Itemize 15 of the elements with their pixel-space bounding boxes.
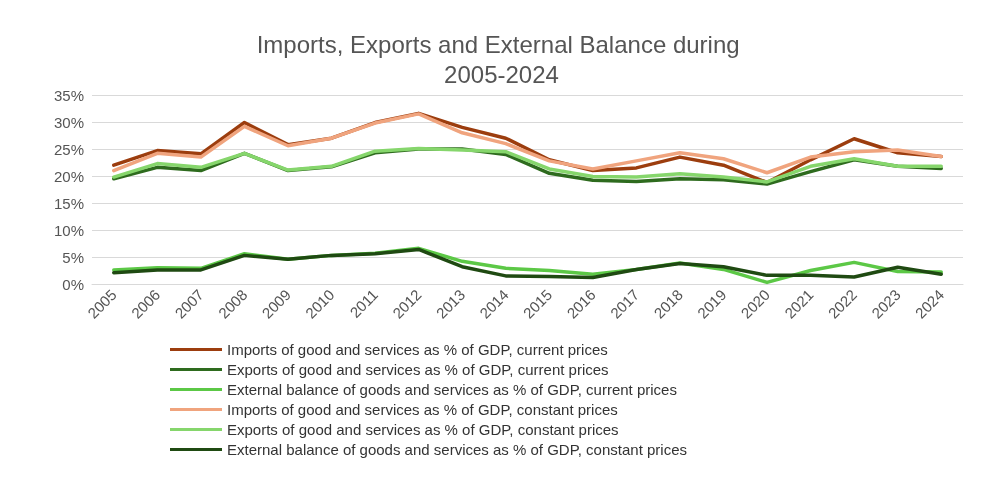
legend-label: External balance of goods and services as % of GDP, constant prices (227, 441, 687, 458)
y-tick-label: 15% (53, 194, 84, 212)
chart-title: Imports, Exports and External Balance during 2005-2024 (256, 30, 747, 88)
y-tick-label: 0% (62, 275, 84, 293)
y-tick-label: 25% (53, 140, 84, 158)
y-tick-label: 20% (53, 167, 84, 185)
y-tick-label: 35% (53, 86, 84, 104)
legend-label: Imports of good and services as % of GDP, constant prices (227, 401, 618, 418)
legend-label: External balance of goods and services as % of GDP, current prices (227, 381, 677, 398)
y-tick-label: 30% (53, 113, 84, 131)
legend-label: Imports of good and services as % of GDP, current prices (227, 341, 608, 358)
legend-label: Exports of good and services as % of GDP, constant prices (227, 421, 619, 438)
y-tick-label: 10% (53, 221, 84, 239)
legend-label: Exports of good and services as % of GDP, current prices (227, 361, 609, 378)
y-tick-label: 5% (62, 248, 84, 266)
